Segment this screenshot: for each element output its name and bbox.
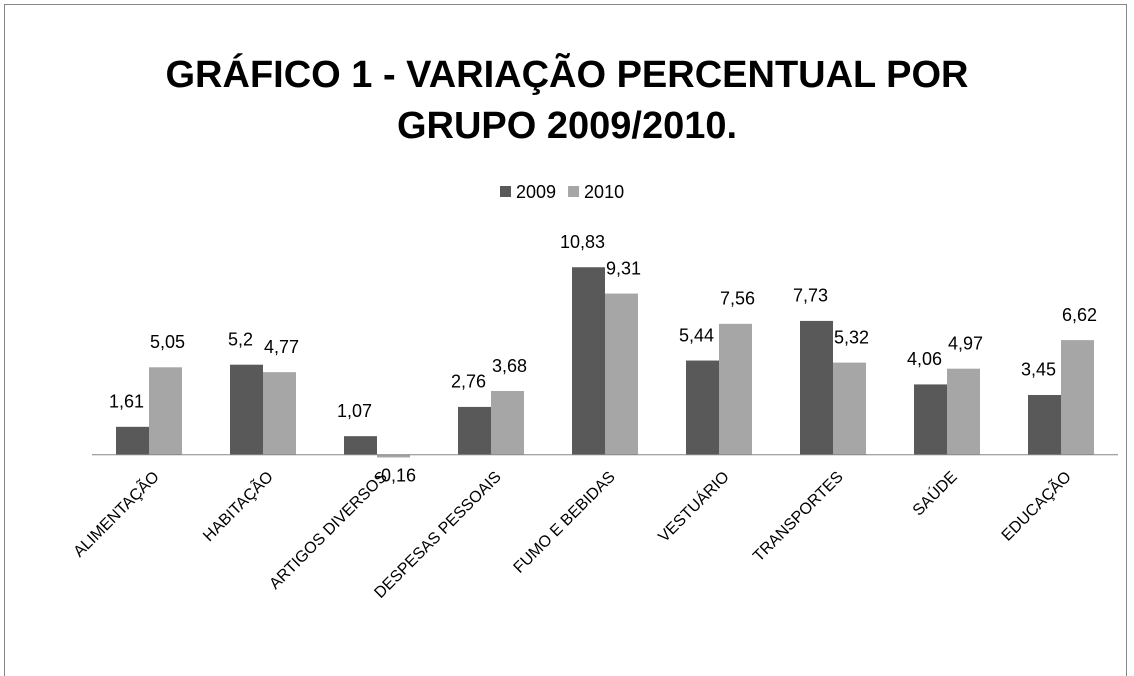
data-label: 1,07 [337, 401, 372, 421]
data-label: 1,61 [109, 392, 144, 412]
x-tick-label: SAÚDE [908, 467, 960, 519]
bar [230, 364, 263, 455]
data-label: -0,16 [375, 465, 416, 485]
x-tick-label: VESTUÁRIO [654, 467, 733, 546]
bar [116, 426, 149, 455]
bar [491, 391, 524, 455]
data-label: 7,73 [793, 286, 828, 306]
bar [800, 320, 833, 455]
data-label: 9,31 [606, 258, 641, 278]
data-label: 5,32 [834, 327, 869, 347]
data-label: 4,77 [264, 337, 299, 357]
chart-border [4, 4, 1127, 676]
chart-title: GRÁFICO 1 - VARIAÇÃO PERCENTUAL POR [166, 52, 969, 96]
bar [263, 372, 296, 455]
bar [1028, 394, 1061, 455]
x-tick-label: DESPESAS PESSOAIS [371, 468, 504, 601]
bar [719, 323, 752, 455]
data-label: 4,97 [948, 333, 983, 353]
legend-label: 2010 [584, 182, 624, 202]
bar [947, 368, 980, 455]
data-label: 3,68 [492, 356, 527, 376]
bar [605, 293, 638, 455]
x-tick-label: ARTIGOS DIVERSOS [266, 468, 390, 592]
bar [833, 362, 866, 455]
legend-label: 2009 [516, 182, 556, 202]
bar [1061, 340, 1094, 455]
data-label: 6,62 [1062, 305, 1097, 325]
chart-title: GRUPO 2009/2010. [397, 105, 737, 147]
x-tick-label: EDUCAÇÃO [997, 466, 1075, 544]
x-tick-label: HABITAÇÃO [198, 466, 277, 545]
x-tick-label: FUMO E BEBIDAS [511, 468, 619, 576]
bar [572, 267, 605, 455]
data-label: 7,56 [720, 289, 755, 309]
data-label: 10,83 [560, 232, 605, 252]
bar [344, 436, 377, 455]
legend-swatch [500, 186, 511, 197]
data-label: 2,76 [451, 372, 486, 392]
bar [914, 384, 947, 455]
data-label: 4,06 [907, 349, 942, 369]
data-label: 3,45 [1021, 360, 1056, 380]
bar [458, 406, 491, 455]
bar [377, 454, 410, 458]
x-tick-label: TRANSPORTES [750, 468, 847, 565]
data-label: 5,05 [150, 332, 185, 352]
data-label: 5,2 [228, 329, 253, 349]
x-tick-label: ALIMENTAÇÃO [68, 466, 162, 560]
bar [686, 360, 719, 455]
bar [149, 367, 182, 455]
legend-swatch [568, 186, 580, 197]
data-label: 5,44 [679, 325, 714, 345]
